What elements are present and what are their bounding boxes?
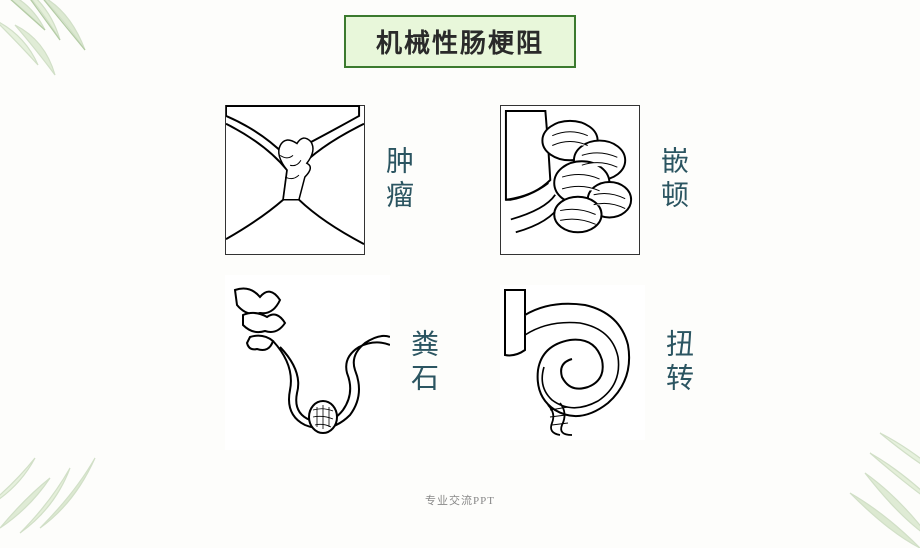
label-tumor: 肿瘤 — [377, 146, 417, 214]
illustration-fecalith — [225, 275, 390, 450]
illustration-grid: 肿瘤 — [225, 105, 725, 450]
illustration-tumor — [225, 105, 365, 255]
leaf-decoration-bottom-right — [770, 388, 920, 548]
illustration-incarceration — [500, 105, 640, 255]
watermark: 专业交流PPT — [425, 492, 495, 508]
label-fecalith: 粪石 — [402, 329, 442, 397]
item-incarceration: 嵌顿 — [500, 105, 725, 255]
item-tumor: 肿瘤 — [225, 105, 450, 255]
leaf-decoration-bottom-left — [0, 408, 140, 538]
item-fecalith: 粪石 — [225, 275, 450, 450]
label-volvulus: 扭转 — [657, 329, 697, 397]
label-incarceration: 嵌顿 — [652, 146, 692, 214]
leaf-decoration-top-left — [0, 0, 130, 100]
illustration-volvulus — [500, 285, 645, 440]
page-title: 机械性肠梗阻 — [344, 15, 576, 68]
item-volvulus: 扭转 — [500, 275, 725, 450]
